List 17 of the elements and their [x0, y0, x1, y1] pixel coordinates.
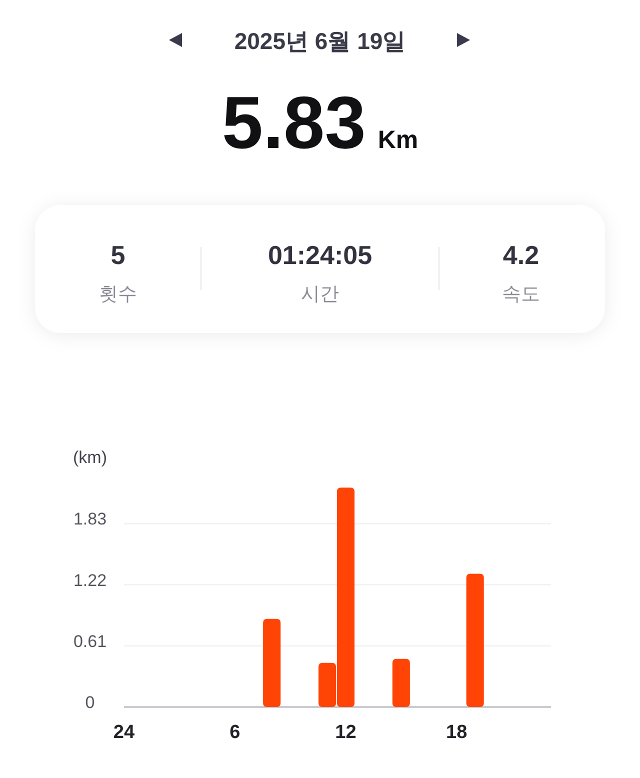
text: 횟수 — [99, 284, 137, 305]
text: 5 — [110, 240, 126, 270]
y-tick-label: 1.22 — [73, 570, 107, 590]
chart-title: 2025년 6월 19일 — [234, 28, 406, 54]
text: 01:24:05 — [268, 240, 372, 270]
text: 4.2 — [502, 240, 540, 270]
x-tick-label: 6 — [230, 722, 240, 743]
x-tick-label: 18 — [446, 722, 468, 743]
x-tick-label: 24 — [113, 722, 135, 743]
text: 시간 — [301, 284, 339, 305]
y-tick-label: 0.61 — [73, 632, 107, 651]
chart-subtitle: 5.83 Km — [222, 81, 418, 164]
y-tick-label: 1.83 — [73, 510, 107, 529]
x-tick-label: 12 — [335, 722, 356, 743]
y-axis-title: (km) — [73, 448, 107, 467]
text: 속도 — [502, 284, 540, 305]
y-tick-label: 0 — [85, 693, 95, 712]
